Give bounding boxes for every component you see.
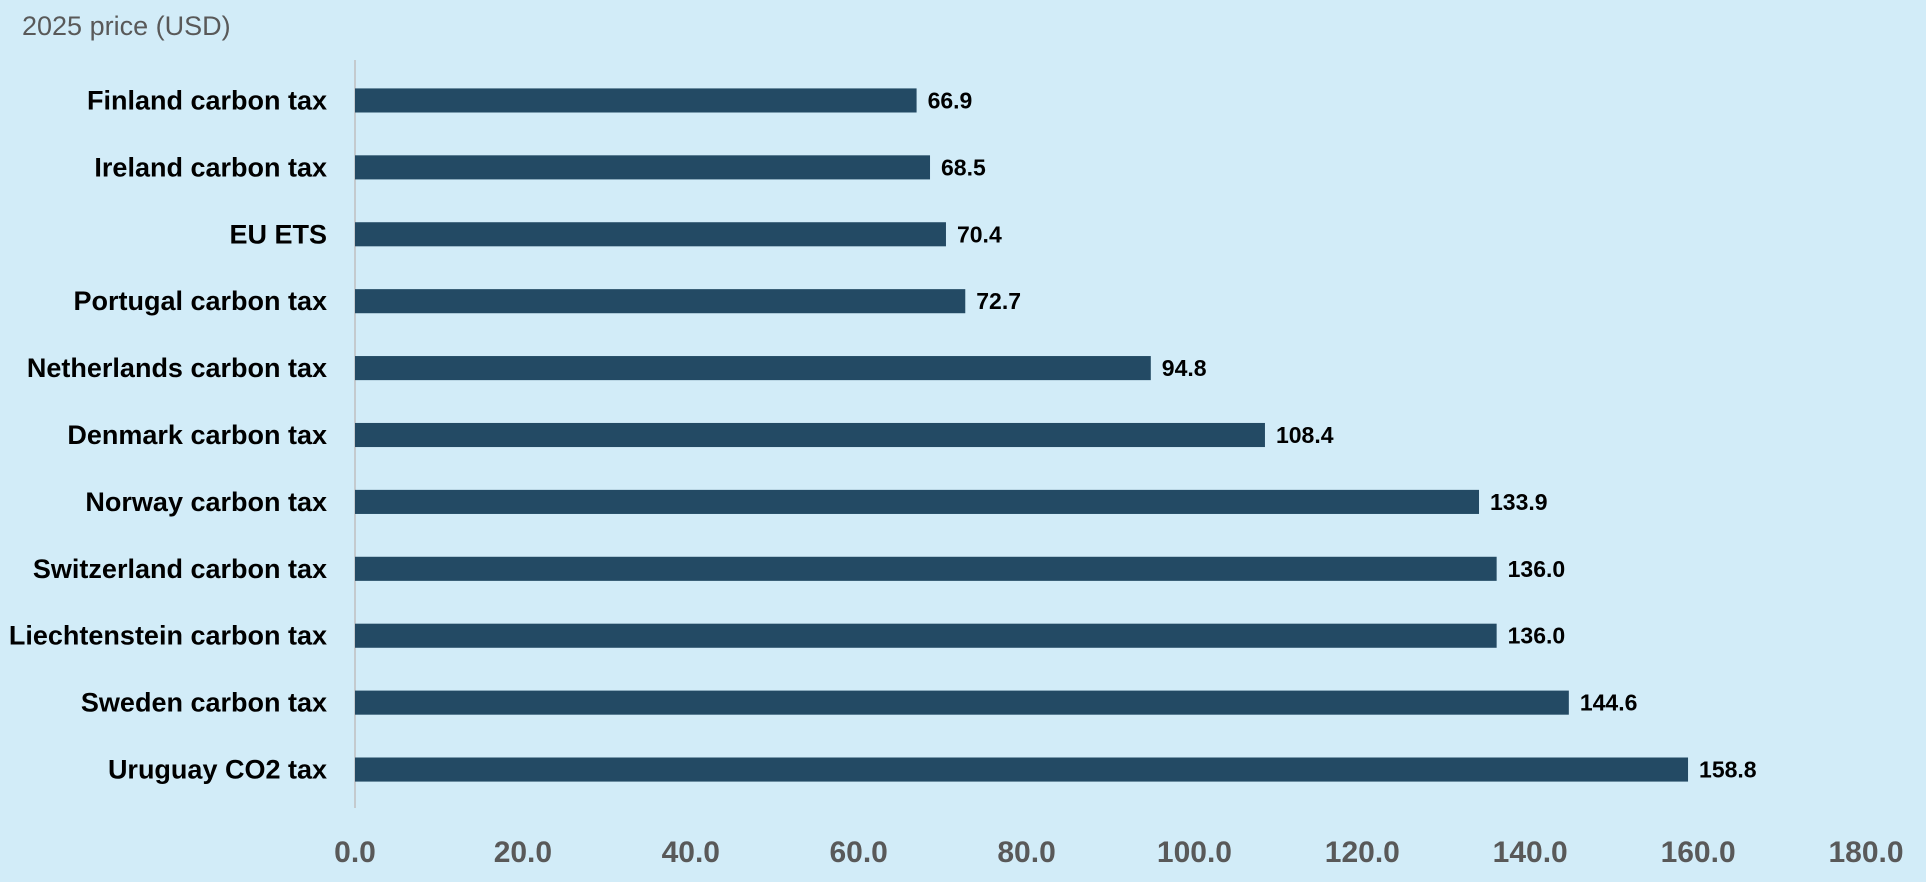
- data-label: 144.6: [1580, 690, 1638, 716]
- x-tick-label: 140.0: [1493, 836, 1568, 869]
- data-label: 108.4: [1276, 422, 1334, 448]
- category-label: Liechtenstein carbon tax: [9, 621, 327, 651]
- bar: [355, 356, 1151, 381]
- x-tick-label: 60.0: [829, 836, 887, 869]
- bar: [355, 422, 1265, 448]
- bar: [355, 623, 1497, 648]
- x-tick-label: 20.0: [494, 836, 552, 869]
- category-label: Ireland carbon tax: [94, 152, 327, 182]
- data-label: 68.5: [941, 154, 986, 180]
- data-label: 136.0: [1508, 556, 1566, 582]
- category-label: Norway carbon tax: [85, 487, 327, 517]
- data-label: 136.0: [1508, 623, 1566, 649]
- x-tick-label: 40.0: [662, 836, 720, 869]
- category-label: EU ETS: [229, 219, 327, 249]
- category-label: Netherlands carbon tax: [27, 353, 327, 383]
- data-label: 133.9: [1490, 489, 1548, 515]
- x-tick-label: 120.0: [1325, 836, 1400, 869]
- bar: [355, 222, 946, 247]
- data-label: 70.4: [957, 221, 1002, 247]
- data-label: 94.8: [1162, 355, 1207, 381]
- data-label: 158.8: [1699, 757, 1757, 783]
- category-label: Finland carbon tax: [87, 85, 327, 115]
- x-tick-label: 80.0: [997, 836, 1055, 869]
- data-label: 66.9: [928, 87, 973, 113]
- plot-area: Finland carbon tax 66.9 Ireland carbon tax…: [9, 60, 1904, 869]
- category-label: Uruguay CO2 tax: [108, 755, 327, 785]
- bar: [355, 88, 917, 113]
- bar: [355, 757, 1689, 782]
- bar: [355, 690, 1569, 715]
- x-tick-label: 160.0: [1661, 836, 1736, 869]
- bar: [355, 289, 966, 314]
- bar: [355, 155, 931, 180]
- category-label: Denmark carbon tax: [67, 420, 327, 450]
- category-label: Switzerland carbon tax: [33, 554, 327, 584]
- x-tick-label: 180.0: [1828, 836, 1903, 869]
- data-label: 72.7: [976, 288, 1021, 314]
- x-tick-label: 100.0: [1157, 836, 1232, 869]
- bar: [355, 489, 1480, 514]
- bar: [355, 556, 1497, 581]
- x-tick-label: 0.0: [334, 836, 376, 869]
- category-label: Portugal carbon tax: [73, 286, 327, 316]
- axis-title: 2025 price (USD): [22, 11, 231, 41]
- category-label: Sweden carbon tax: [81, 688, 327, 718]
